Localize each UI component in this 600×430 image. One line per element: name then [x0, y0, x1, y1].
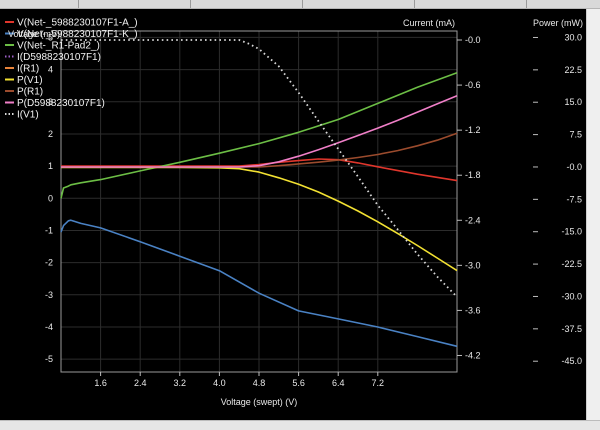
status-bar	[0, 420, 600, 430]
x-tick-label: 2.4	[134, 378, 147, 388]
simulation-plot[interactable]: 5 4 3 2 1 0 -1 -2 -3 -4 -5 -0.0 -0.6 -1.2 -1.8 -2.4 -3.…	[0, 9, 586, 420]
legend-entry-label[interactable]: I(R1)	[17, 64, 39, 75]
y-left-tick-label: -4	[45, 322, 53, 332]
current-tick-label: -0.6	[465, 80, 481, 90]
power-axis-ticks: 30.0 22.5 15.0 7.5 -0.0 -7.5 -15.0 -22.5 -30.0 -3…	[533, 32, 582, 366]
analysis-tab[interactable]	[526, 0, 600, 8]
current-tick-label: -1.8	[465, 170, 481, 180]
power-tick-label: 22.5	[564, 65, 582, 75]
x-tick-label: 4.0	[213, 378, 226, 388]
legend-entry-label[interactable]: P(R1)	[17, 87, 43, 98]
series-line	[61, 94, 458, 168]
x-tick-label: 4.8	[253, 378, 266, 388]
y-left-tick-label: -5	[45, 354, 53, 364]
power-tick-label: -45.0	[561, 356, 582, 366]
x-axis-ticks: 1.6 2.4 3.2 4.0 4.8 5.6 6.4 7.2	[94, 372, 384, 388]
analysis-tab[interactable]	[414, 0, 527, 8]
analysis-tab[interactable]	[0, 0, 79, 8]
power-tick-label: -37.5	[561, 324, 582, 334]
power-tick-label: -15.0	[561, 227, 582, 237]
x-tick-label: 7.2	[372, 378, 385, 388]
y-left-tick-label: 2	[48, 129, 53, 139]
vertical-scrollbar[interactable]	[586, 9, 600, 420]
plot-window[interactable]: 5 4 3 2 1 0 -1 -2 -3 -4 -5 -0.0 -0.6 -1.2 -1.8 -2.4 -3.…	[0, 9, 586, 420]
x-tick-label: 5.6	[292, 378, 305, 388]
analysis-tab-strip	[0, 0, 600, 9]
current-tick-label: -2.4	[465, 215, 481, 225]
y-left-tick-label: 0	[48, 193, 53, 203]
series-layer	[60, 39, 458, 348]
x-tick-label: 6.4	[332, 378, 345, 388]
series-line	[60, 72, 458, 199]
y-power-axis-label: Power (mW)	[533, 18, 583, 28]
legend-entry-label[interactable]: V(Net-_R1-Pad2_)	[17, 41, 100, 52]
power-tick-label: 30.0	[564, 32, 582, 42]
current-tick-label: -4.2	[465, 350, 481, 360]
power-tick-label: 15.0	[564, 97, 582, 107]
series-line	[60, 219, 458, 348]
legend-entry-label[interactable]: V(Net-_5988230107F1-A_)	[17, 18, 138, 29]
power-tick-label: -0.0	[566, 162, 582, 172]
current-tick-label: -1.2	[465, 125, 481, 135]
series-line	[61, 39, 458, 298]
x-tick-label: 1.6	[94, 378, 107, 388]
current-axis-ticks: -0.0 -0.6 -1.2 -1.8 -2.4 -3.0 -3.6 -4.2	[457, 35, 481, 360]
power-tick-label: -7.5	[566, 194, 582, 204]
analysis-tab[interactable]	[78, 0, 191, 8]
analysis-tab[interactable]	[302, 0, 415, 8]
legend-entry-label[interactable]: I(V1)	[17, 110, 39, 121]
power-tick-label: -30.0	[561, 291, 582, 301]
power-tick-label: -22.5	[561, 259, 582, 269]
legend-entry-label[interactable]: I(D5988230107F1)	[17, 52, 101, 63]
legend-entry-label[interactable]: P(D5988230107F1)	[17, 98, 105, 109]
legend[interactable]: V(Net-_5988230107F1-A_)V(Net-_5988230107…	[5, 18, 138, 121]
current-tick-label: -3.6	[465, 305, 481, 315]
left-axis-ticks: 5 4 3 2 1 0 -1 -2 -3 -4 -5	[45, 32, 53, 364]
analysis-tab[interactable]	[190, 0, 303, 8]
legend-entry-label[interactable]: P(V1)	[17, 75, 43, 86]
x-axis-label: Voltage (swept) (V)	[221, 397, 298, 407]
y-left-axis-label: Voltage (mV)	[8, 29, 60, 39]
power-tick-label: 7.5	[569, 130, 582, 140]
y-left-tick-label: -2	[45, 258, 53, 268]
current-tick-label: -0.0	[465, 35, 481, 45]
y-left-tick-label: 5	[48, 32, 53, 42]
x-tick-label: 3.2	[174, 378, 187, 388]
series-line	[61, 158, 458, 182]
grid	[61, 31, 457, 372]
y-left-tick-label: -3	[45, 290, 53, 300]
y-current-axis-label: Current (mA)	[403, 18, 455, 28]
y-left-tick-label: 3	[48, 97, 53, 107]
legend-entry-label[interactable]: V(Net-_5988230107F1-K_)	[17, 29, 138, 40]
current-tick-label: -3.0	[465, 260, 481, 270]
y-left-tick-label: -1	[45, 225, 53, 235]
y-left-tick-label: 4	[48, 65, 53, 75]
series-line	[61, 132, 458, 168]
y-left-tick-label: 1	[48, 161, 53, 171]
